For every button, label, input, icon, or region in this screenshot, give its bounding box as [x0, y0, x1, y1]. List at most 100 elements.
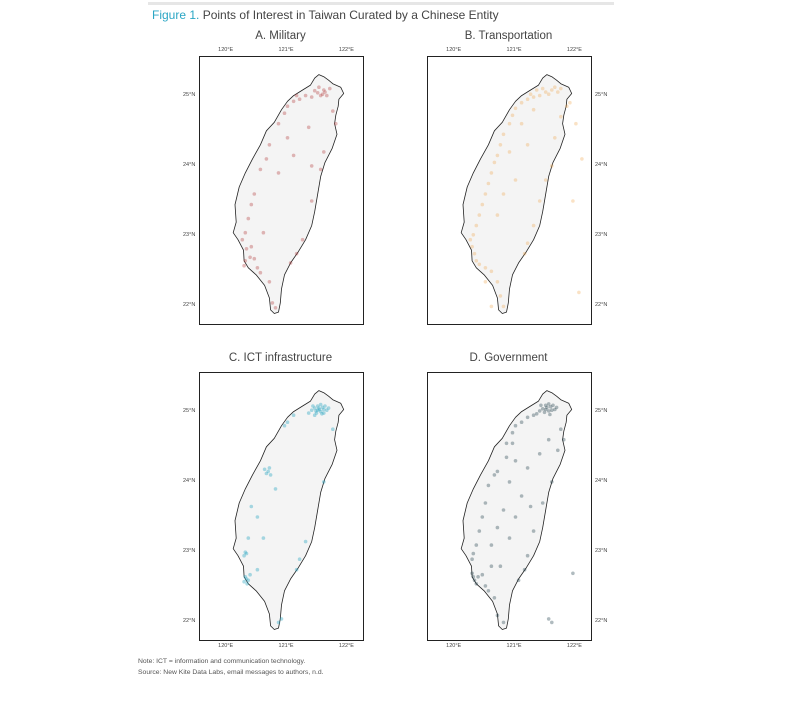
- poi-point: [543, 90, 548, 94]
- poi-point: [562, 437, 566, 442]
- poi-point: [470, 244, 474, 249]
- poi-point: [303, 539, 308, 544]
- poi-point: [501, 132, 506, 137]
- poi-point: [489, 564, 494, 568]
- poi-point: [550, 408, 554, 412]
- poi-point: [266, 469, 270, 474]
- map-svg-military: [232, 74, 345, 314]
- poi-point: [317, 407, 322, 412]
- poi-point: [507, 536, 512, 540]
- poi-point: [318, 402, 323, 407]
- poi-point: [513, 515, 518, 519]
- map-panel-ict: [199, 372, 364, 641]
- poi-point: [495, 525, 500, 530]
- poi-point: [246, 216, 251, 221]
- poi-point: [540, 501, 545, 505]
- map-svg-ict: [232, 390, 345, 630]
- poi-point: [472, 578, 477, 583]
- poi-point: [495, 280, 500, 284]
- poi-point: [556, 90, 560, 94]
- poi-point: [495, 469, 500, 474]
- poi-point: [309, 164, 314, 168]
- panel-title-transportation: B. Transportation: [464, 30, 553, 42]
- poi-point: [331, 109, 335, 113]
- poi-point: [480, 572, 485, 577]
- poi-point: [470, 571, 474, 576]
- poi-point: [522, 567, 527, 572]
- poi-point: [546, 437, 551, 442]
- poi-point: [489, 171, 494, 175]
- poi-point: [507, 121, 512, 126]
- poi-point: [291, 413, 296, 417]
- poi-point: [276, 121, 281, 126]
- poi-point: [534, 412, 539, 416]
- poi-point: [471, 551, 476, 556]
- poi-point: [334, 121, 338, 126]
- poi-point: [322, 150, 326, 154]
- figure-title: Figure 1. Points of Interest in Taiwan C…: [152, 8, 499, 22]
- taiwan-outline: [232, 390, 345, 630]
- y-tick-label: 25°N: [183, 91, 196, 98]
- poi-point: [519, 100, 524, 105]
- poi-point: [309, 199, 314, 203]
- poi-point: [252, 256, 257, 261]
- poi-point: [543, 178, 548, 182]
- poi-point: [309, 95, 314, 99]
- poi-point: [545, 405, 549, 410]
- poi-point: [568, 100, 572, 105]
- y-tick-label: 22°N: [595, 618, 608, 625]
- poi-point: [580, 157, 584, 161]
- poi-point: [318, 409, 323, 414]
- poi-point: [300, 237, 305, 242]
- figure-note: Note: ICT = information and communicatio…: [138, 658, 306, 665]
- poi-point: [312, 413, 317, 417]
- poi-point: [246, 578, 251, 583]
- poi-point: [246, 536, 251, 540]
- y-tick-label: 24°N: [183, 477, 196, 484]
- poi-point: [513, 178, 518, 182]
- poi-point: [528, 92, 533, 96]
- poi-point: [477, 213, 482, 217]
- taiwan-outline: [460, 74, 573, 314]
- poi-point: [501, 192, 506, 196]
- poi-point: [550, 480, 554, 484]
- poi-point: [513, 106, 518, 111]
- poi-point: [268, 473, 273, 477]
- poi-point: [255, 266, 260, 270]
- poi-point: [556, 448, 560, 453]
- x-tick-label: 120°E: [446, 643, 462, 649]
- poi-point: [318, 93, 323, 98]
- poi-point: [314, 409, 318, 413]
- poi-point: [322, 480, 326, 484]
- poi-point: [249, 244, 254, 249]
- y-tick-label: 25°N: [595, 91, 608, 98]
- poi-point: [504, 441, 509, 446]
- y-tick-label: 25°N: [183, 407, 196, 414]
- poi-point: [264, 157, 269, 161]
- y-tick-label: 24°N: [595, 477, 608, 484]
- y-tick-label: 23°N: [595, 232, 608, 239]
- poi-point: [294, 93, 299, 98]
- x-tick-label: 121°E: [278, 643, 294, 649]
- x-tick-label: 122°E: [338, 47, 354, 53]
- poi-point: [291, 99, 296, 104]
- poi-point: [474, 259, 479, 263]
- poi-point: [501, 620, 506, 625]
- poi-point: [513, 459, 518, 463]
- poi-point: [323, 404, 327, 408]
- poi-point: [309, 408, 314, 412]
- poi-point: [551, 403, 555, 408]
- panel-title-ict: C. ICT infrastructure: [228, 352, 333, 364]
- y-tick-label: 22°N: [183, 302, 196, 309]
- y-tick-label: 22°N: [183, 618, 196, 625]
- poi-point: [306, 125, 311, 130]
- poi-point: [255, 567, 260, 572]
- poi-point: [546, 409, 551, 413]
- poi-point: [539, 403, 543, 408]
- poi-point: [470, 557, 474, 561]
- figure-source: Source: New Kite Data Labs, email messag…: [138, 669, 324, 676]
- poi-point: [548, 412, 552, 417]
- poi-point: [553, 136, 557, 140]
- poi-point: [315, 408, 320, 412]
- poi-point: [483, 266, 488, 270]
